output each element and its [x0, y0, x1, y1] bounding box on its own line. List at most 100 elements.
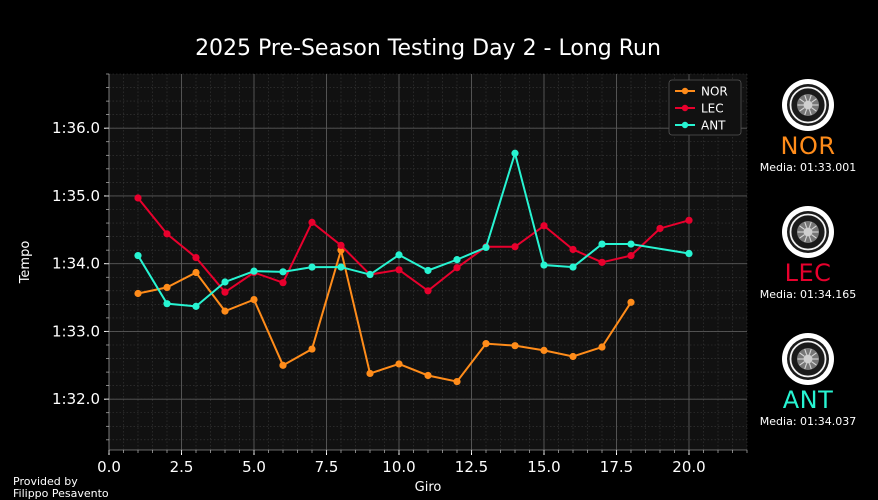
tyre-spoke: [804, 109, 808, 116]
tyre-spoke: [804, 221, 808, 228]
tyre-spoke: [799, 361, 805, 366]
tyre-spoke: [799, 98, 805, 103]
tyre-spoke: [804, 236, 808, 243]
legend-box: [668, 79, 742, 136]
tyre-sidewall-band: [789, 86, 827, 124]
driver-average-time: Media: 01:33.001: [759, 161, 857, 174]
data-point-nor: [192, 268, 200, 277]
tyre-spoke: [811, 98, 817, 103]
x-tick-label: 17.5: [600, 458, 633, 476]
data-point-lec: [308, 218, 316, 226]
data-point-nor: [134, 289, 142, 298]
tyre-sidewall-band: [789, 213, 827, 251]
y-tick-label: 1:33.0: [52, 322, 100, 340]
tyre-spoke: [804, 363, 808, 370]
credit-line-1: Provided by: [13, 475, 78, 488]
legend: NOR LEC ANT: [668, 79, 742, 136]
data-point-ant: [424, 266, 432, 275]
x-tick-label: 5.0: [242, 458, 266, 476]
data-point-nor: [250, 296, 258, 304]
data-point-nor: [395, 360, 403, 368]
credit: Provided by Filippo Pesavento: [13, 476, 109, 500]
data-point-ant: [221, 278, 229, 286]
tyre-spoke: [811, 234, 817, 239]
tyre-spoke: [808, 94, 812, 101]
data-point-ant: [627, 240, 635, 248]
data-point-ant: [279, 268, 287, 276]
tyre-spoke: [811, 352, 817, 357]
data-point-nor: [540, 346, 548, 355]
data-point-lec: [540, 222, 548, 230]
tyre-spoke: [804, 348, 808, 355]
data-point-ant: [308, 263, 316, 271]
y-tick-label: 1:34.0: [52, 255, 100, 273]
driver-code: ANT: [782, 386, 834, 414]
data-point-ant: [511, 149, 519, 157]
tyre-spoke: [808, 221, 812, 228]
tyre-sidewall-band: [789, 340, 827, 378]
tyre-icon: [782, 206, 834, 258]
tyre-spoke: [811, 361, 817, 366]
axes: 0.0 2.5 5.0 7.5 10.0 12.5 15.0 17.5 20.0 1:32.0 1:…: [52, 73, 748, 476]
data-point-lec: [569, 245, 577, 254]
data-point-lec: [453, 264, 461, 272]
x-tick-label: 20.0: [672, 458, 705, 476]
legend-item-lec: LEC: [675, 102, 724, 116]
legend-label: LEC: [701, 102, 724, 116]
data-point-lec: [395, 266, 403, 274]
legend-swatch-marker: [681, 121, 689, 129]
data-point-ant: [134, 251, 142, 260]
plot-area: [109, 74, 747, 450]
driver-code: NOR: [780, 132, 836, 160]
x-tick-label: 15.0: [527, 458, 560, 476]
data-point-lec: [134, 194, 142, 202]
data-point-ant: [337, 263, 345, 271]
legend-swatch-marker: [681, 87, 689, 95]
data-point-ant: [685, 249, 693, 258]
tyre-spoke: [808, 109, 812, 116]
data-point-nor: [482, 340, 490, 348]
tyre-spoke: [799, 234, 805, 239]
data-point-ant: [540, 261, 548, 269]
data-point-ant: [569, 263, 577, 271]
x-tick-label: 12.5: [455, 458, 488, 476]
driver-card-nor: NOR Media: 01:33.001: [748, 78, 868, 174]
data-point-lec: [656, 224, 664, 233]
tyre-spoke: [808, 363, 812, 370]
data-point-nor: [598, 343, 606, 351]
data-point-ant: [453, 256, 461, 264]
tyre-spoke: [808, 236, 812, 243]
x-tick-label: 0.0: [97, 458, 121, 476]
tyre-spoke: [799, 107, 805, 112]
series-line-nor: [137, 246, 632, 383]
tyre-icon: [782, 79, 834, 131]
legend-item-ant: ANT: [675, 119, 726, 133]
data-point-lec: [163, 230, 171, 238]
data-point-lec: [685, 216, 693, 224]
driver-card-ant: ANT Media: 01:34.037: [748, 332, 868, 428]
data-point-nor: [511, 342, 519, 350]
data-point-lec: [279, 279, 287, 287]
data-point-nor: [366, 369, 374, 378]
data-point-nor: [424, 371, 432, 380]
series-ant: [134, 149, 693, 310]
data-point-lec: [598, 258, 606, 266]
tyre-spoke: [811, 107, 817, 112]
driver-code: LEC: [784, 259, 832, 287]
data-point-lec: [192, 253, 200, 262]
x-tick-label: 10.0: [382, 458, 415, 476]
tyre-hub: [803, 227, 813, 237]
driver-card-lec: LEC Media: 01:34.165: [748, 205, 868, 301]
data-point-ant: [482, 243, 490, 252]
tyre-spoke: [808, 348, 812, 355]
data-point-lec: [511, 243, 519, 251]
y-tick-label: 1:35.0: [52, 187, 100, 205]
data-point-nor: [569, 352, 577, 361]
legend-label: NOR: [701, 85, 728, 99]
series-layer: [134, 149, 693, 386]
tyre-hub: [803, 354, 813, 364]
legend-swatch-marker: [681, 104, 689, 112]
data-point-ant: [366, 270, 374, 279]
x-tick-label: 7.5: [315, 458, 339, 476]
driver-summary-panel: NOR Media: 01:33.001 LEC Media: 01:34.16…: [748, 0, 878, 494]
